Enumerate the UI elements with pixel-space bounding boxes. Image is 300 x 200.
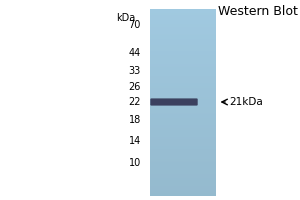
Text: 14: 14: [129, 136, 141, 146]
Text: 33: 33: [129, 66, 141, 76]
Text: 26: 26: [129, 82, 141, 92]
Text: 21kDa: 21kDa: [230, 97, 263, 107]
Text: Western Blot: Western Blot: [218, 5, 298, 18]
Text: 18: 18: [129, 115, 141, 125]
FancyBboxPatch shape: [150, 98, 198, 106]
Text: kDa: kDa: [116, 13, 135, 23]
Text: 44: 44: [129, 48, 141, 58]
Text: 22: 22: [128, 97, 141, 107]
Text: 10: 10: [129, 158, 141, 168]
Text: 70: 70: [129, 20, 141, 30]
